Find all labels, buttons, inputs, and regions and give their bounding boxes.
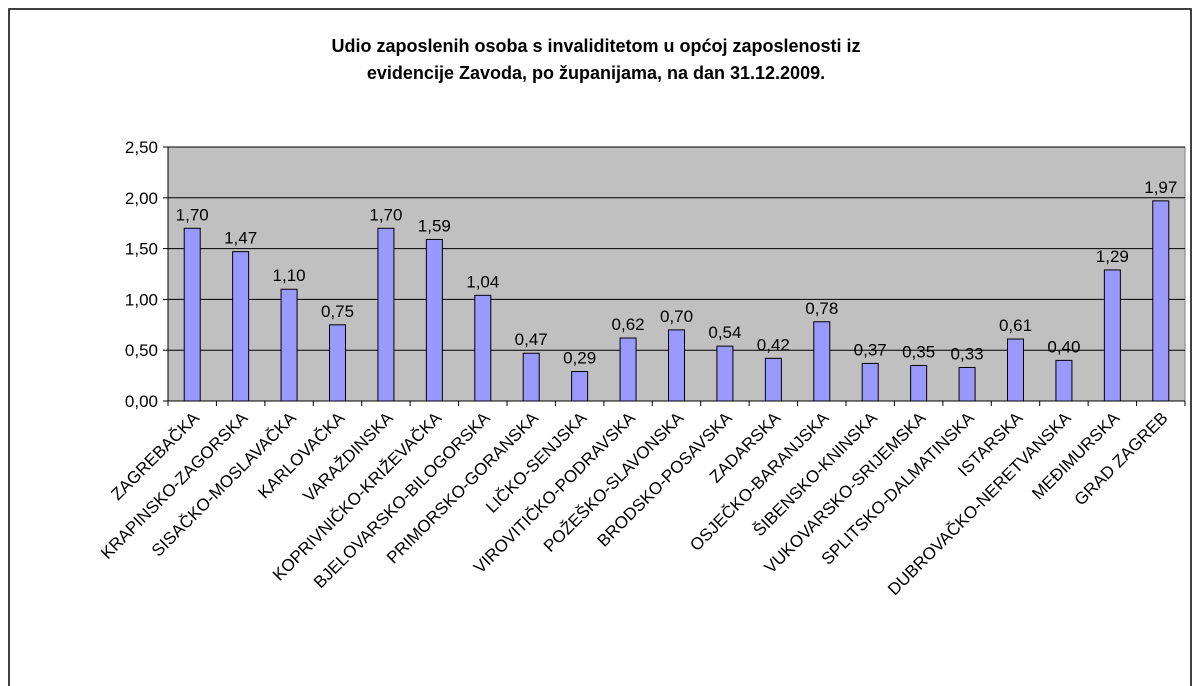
- bar: [377, 227, 395, 402]
- bar: [474, 294, 492, 402]
- bar: [958, 366, 976, 402]
- bar: [1055, 359, 1073, 402]
- data-label: 0,61: [999, 316, 1032, 335]
- data-label: 1,04: [466, 272, 499, 291]
- data-label: 1,59: [418, 216, 451, 235]
- data-label: 1,10: [273, 266, 306, 285]
- data-label: 1,97: [1144, 178, 1177, 197]
- data-label: 0,75: [321, 302, 354, 321]
- y-tick-label: 0,50: [125, 341, 158, 360]
- y-tick-label: 2,50: [125, 138, 158, 157]
- bar: [764, 357, 782, 402]
- bar: [910, 364, 928, 402]
- data-label: 0,70: [660, 307, 693, 326]
- bar: [522, 352, 540, 402]
- bar: [425, 238, 443, 402]
- bar: [1152, 200, 1170, 402]
- y-tick-label: 1,50: [125, 240, 158, 259]
- data-label: 0,47: [515, 330, 548, 349]
- data-label: 0,62: [612, 315, 645, 334]
- bar: [1103, 269, 1121, 402]
- bar: [329, 324, 346, 402]
- y-tick-label: 2,00: [125, 189, 158, 208]
- data-label: 0,35: [902, 342, 935, 361]
- data-label: 1,70: [176, 205, 209, 224]
- bar: [183, 227, 201, 402]
- bar: [619, 337, 637, 402]
- data-label: 0,42: [757, 335, 790, 354]
- data-label: 1,47: [224, 229, 257, 248]
- data-label: 0,29: [563, 349, 596, 368]
- data-label: 0,78: [805, 299, 838, 318]
- data-label: 0,33: [951, 344, 984, 363]
- bar: [571, 371, 589, 402]
- data-label: 0,40: [1047, 337, 1080, 356]
- data-label: 0,37: [854, 340, 887, 359]
- data-label: 0,54: [708, 323, 741, 342]
- bar: [280, 288, 298, 402]
- data-label: 1,70: [369, 205, 402, 224]
- bar: [861, 362, 879, 402]
- chart-title: Udio zaposlenih osoba s invaliditetom u …: [331, 36, 861, 83]
- y-tick-label: 1,00: [125, 290, 158, 309]
- bar: [1007, 338, 1024, 402]
- bar: [232, 251, 250, 402]
- bar: [813, 321, 831, 402]
- bar: [668, 329, 685, 402]
- bar: [716, 345, 734, 402]
- data-label: 1,29: [1096, 247, 1129, 266]
- y-tick-label: 0,00: [125, 392, 158, 411]
